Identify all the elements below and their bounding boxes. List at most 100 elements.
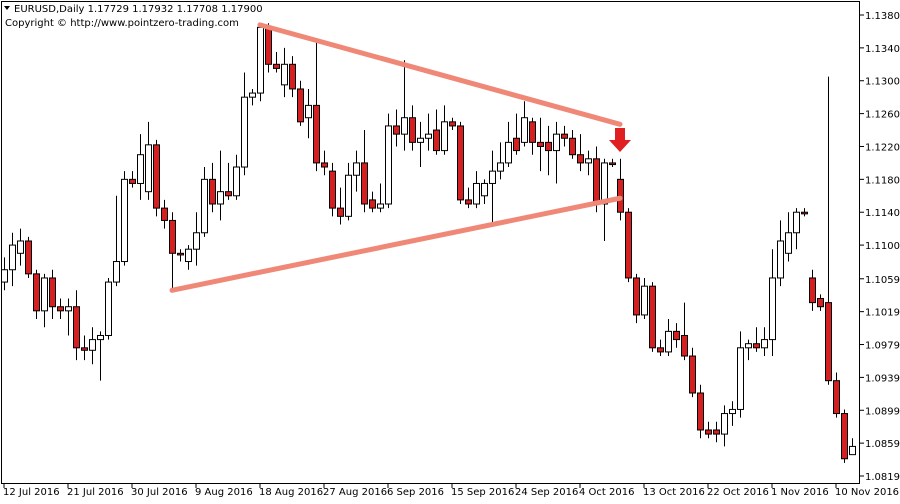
y-tick-label: 1.13800 bbox=[865, 11, 900, 22]
candle-body bbox=[177, 252, 184, 256]
candle-body bbox=[345, 174, 352, 217]
candle-body bbox=[169, 219, 176, 254]
x-tick-label: 27 Aug 2016 bbox=[323, 487, 387, 498]
candle-body bbox=[113, 261, 120, 283]
candle-body bbox=[625, 211, 632, 279]
candle-body bbox=[769, 277, 776, 341]
candle-body bbox=[721, 413, 728, 435]
candle-body bbox=[529, 121, 536, 143]
candle-body bbox=[297, 88, 304, 123]
candle-body bbox=[193, 232, 200, 250]
candle-body bbox=[329, 170, 336, 209]
chart-subtitle: Copyright © http://www.pointzero-trading… bbox=[5, 18, 239, 29]
candle-body bbox=[617, 178, 624, 213]
y-tick-label: 1.08190 bbox=[865, 472, 900, 483]
candle-body bbox=[561, 133, 568, 139]
candle-body bbox=[577, 154, 584, 164]
y-tick-label: 1.11800 bbox=[865, 175, 900, 186]
candle-body bbox=[145, 144, 152, 193]
candle-body bbox=[25, 240, 32, 275]
candle-body bbox=[689, 355, 696, 394]
chart-title: EURUSD,Daily 1.17729 1.17932 1.17708 1.1… bbox=[14, 4, 263, 15]
y-tick-label: 1.10590 bbox=[865, 275, 900, 286]
candle-body bbox=[289, 63, 296, 90]
candle-body bbox=[377, 203, 384, 209]
candle-body bbox=[105, 281, 112, 336]
candle-body bbox=[849, 445, 856, 456]
candle-body bbox=[137, 154, 144, 184]
candle-body bbox=[777, 240, 784, 279]
title-marker bbox=[4, 6, 10, 10]
candle-body bbox=[1, 269, 8, 283]
x-tick-label: 30 Jul 2016 bbox=[131, 487, 188, 498]
candle-body bbox=[449, 121, 456, 127]
candle-body bbox=[809, 277, 816, 304]
x-tick-label: 21 Jul 2016 bbox=[67, 487, 124, 498]
candle-body bbox=[217, 191, 224, 205]
x-tick-label: 4 Oct 2016 bbox=[579, 487, 634, 498]
candle-body bbox=[33, 273, 40, 312]
candle-body bbox=[73, 306, 80, 349]
candle-body bbox=[225, 191, 232, 197]
candle-body bbox=[737, 347, 744, 410]
candle-body bbox=[233, 166, 240, 197]
candle-body bbox=[641, 285, 648, 316]
candle-body bbox=[409, 117, 416, 143]
candle-body bbox=[545, 141, 552, 152]
candle-body bbox=[273, 63, 280, 69]
candle-body bbox=[241, 96, 248, 168]
candle-body bbox=[657, 347, 664, 353]
candle-body bbox=[305, 104, 312, 119]
candle-body bbox=[489, 170, 496, 184]
x-tick-label: 22 Oct 2016 bbox=[707, 487, 769, 498]
candle-body bbox=[425, 133, 432, 139]
candle-body bbox=[81, 347, 88, 351]
candle-body bbox=[841, 413, 848, 460]
candle-body bbox=[649, 285, 656, 349]
x-tick-label: 13 Oct 2016 bbox=[643, 487, 705, 498]
candle-body bbox=[433, 129, 440, 152]
candle-body bbox=[321, 162, 328, 168]
candle-body bbox=[505, 141, 512, 164]
candle-body bbox=[281, 63, 288, 86]
sell-arrow bbox=[609, 128, 631, 152]
candle-body bbox=[17, 240, 24, 254]
candle-body bbox=[697, 392, 704, 431]
x-tick-label: 9 Aug 2016 bbox=[195, 487, 253, 498]
candle-body bbox=[729, 408, 736, 415]
x-tick-label: 15 Sep 2016 bbox=[451, 487, 514, 498]
y-tick-label: 1.09790 bbox=[865, 341, 900, 352]
trendline bbox=[257, 22, 623, 127]
candle-body bbox=[265, 26, 272, 65]
candle-body bbox=[673, 330, 680, 341]
candle-body bbox=[401, 117, 408, 135]
candle-body bbox=[465, 199, 472, 205]
candle-body bbox=[9, 244, 16, 271]
candle-body bbox=[681, 334, 688, 357]
candle-body bbox=[513, 137, 520, 152]
candle-body bbox=[705, 429, 712, 435]
x-tick-label: 12 Jul 2016 bbox=[3, 487, 60, 498]
candle-body bbox=[417, 137, 424, 143]
candle-body bbox=[313, 104, 320, 164]
candle-body bbox=[665, 330, 672, 353]
candle-body bbox=[593, 158, 600, 205]
candle-body bbox=[833, 380, 840, 415]
y-tick-label: 1.12200 bbox=[865, 142, 900, 153]
candle-body bbox=[753, 343, 760, 349]
candle-body bbox=[65, 306, 72, 312]
candle-body bbox=[793, 211, 800, 234]
y-tick-label: 1.09390 bbox=[865, 373, 900, 384]
x-tick-label: 6 Sep 2016 bbox=[387, 487, 444, 498]
candle-body bbox=[745, 343, 752, 349]
candle-body bbox=[49, 277, 56, 308]
x-tick-label: 1 Nov 2016 bbox=[771, 487, 829, 498]
candle-body bbox=[817, 298, 824, 308]
candle-body bbox=[57, 306, 64, 312]
y-tick-label: 1.08590 bbox=[865, 439, 900, 450]
candle-body bbox=[89, 339, 96, 351]
candle-body bbox=[161, 207, 168, 221]
candle-body bbox=[601, 162, 608, 205]
candle-body bbox=[337, 207, 344, 217]
